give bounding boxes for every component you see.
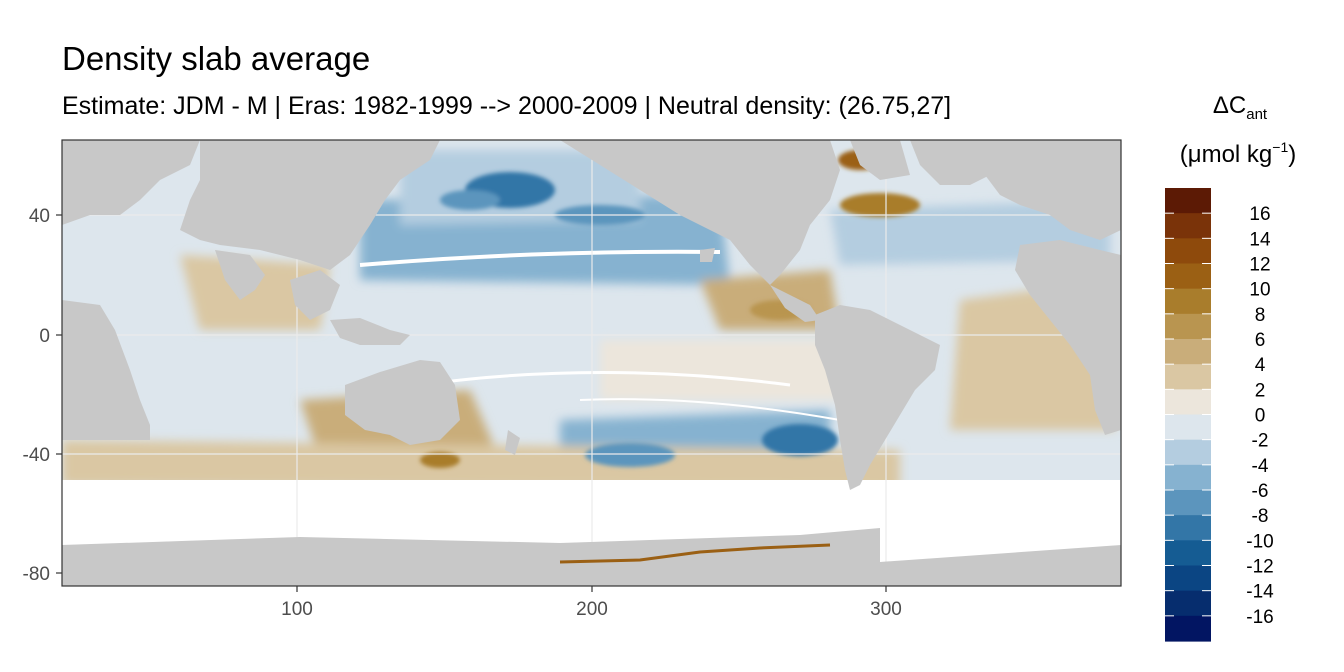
x-tick-label: 300 <box>870 599 902 620</box>
legend-label: -8 <box>1252 506 1269 527</box>
legend-swatch <box>1165 540 1211 567</box>
legend-swatch <box>1165 364 1211 390</box>
legend-swatch <box>1165 590 1211 617</box>
legend-label: 10 <box>1249 280 1270 301</box>
antarctic-coast-signal <box>559 543 831 564</box>
legend-swatch <box>1165 213 1211 239</box>
legend-label: -4 <box>1252 456 1269 477</box>
x-tick-label: 100 <box>281 599 313 620</box>
legend-label: 2 <box>1255 380 1266 401</box>
legend-swatch <box>1165 490 1211 516</box>
legend-title: ΔCant <box>1213 92 1268 123</box>
legend-swatch <box>1165 313 1211 340</box>
legend-label: 16 <box>1249 204 1270 225</box>
legend-label: 14 <box>1249 229 1271 250</box>
legend-swatch <box>1165 389 1211 416</box>
legend-swatch <box>1165 439 1211 466</box>
legend-label: -2 <box>1252 431 1269 452</box>
legend-colorbar <box>1165 188 1211 642</box>
legend-units: (μmol kg−1) <box>1180 139 1296 168</box>
legend-swatch <box>1165 414 1211 441</box>
legend-label: 4 <box>1255 355 1266 376</box>
legend-label: -10 <box>1246 531 1273 552</box>
y-tick-label: 40 <box>29 206 50 227</box>
legend-swatch <box>1165 615 1211 642</box>
legend-label: -12 <box>1246 557 1273 578</box>
chart-title: Density slab average <box>62 40 371 77</box>
legend-swatch <box>1165 515 1211 541</box>
legend-label: 0 <box>1255 406 1266 427</box>
legend-label: 6 <box>1255 330 1266 351</box>
legend-swatch <box>1165 464 1211 491</box>
legend-swatch <box>1165 339 1211 365</box>
y-tick-label: 0 <box>39 326 50 347</box>
legend-swatch <box>1165 263 1211 290</box>
legend-label: -16 <box>1246 607 1273 628</box>
legend-label: 12 <box>1249 255 1270 276</box>
legend-label: -14 <box>1246 582 1274 603</box>
axis-ticks <box>56 214 887 592</box>
land <box>62 140 1121 586</box>
x-tick-label: 200 <box>576 599 608 620</box>
legend-swatch <box>1165 565 1211 592</box>
legend-label: 8 <box>1255 305 1266 326</box>
legend-label: -6 <box>1252 481 1269 502</box>
y-tick-label: -40 <box>23 445 50 466</box>
legend-swatch <box>1165 238 1211 265</box>
legend-swatch <box>1165 288 1211 315</box>
y-tick-label: -80 <box>23 564 50 585</box>
chart-subtitle: Estimate: JDM - M | Eras: 1982-1999 --> … <box>62 92 952 120</box>
legend-swatch <box>1165 188 1211 214</box>
legend-labels: 16 14 12 10 8 6 4 2 0 -2 -4 -6 -8 -10 -12 -14 -16 <box>1246 204 1274 628</box>
